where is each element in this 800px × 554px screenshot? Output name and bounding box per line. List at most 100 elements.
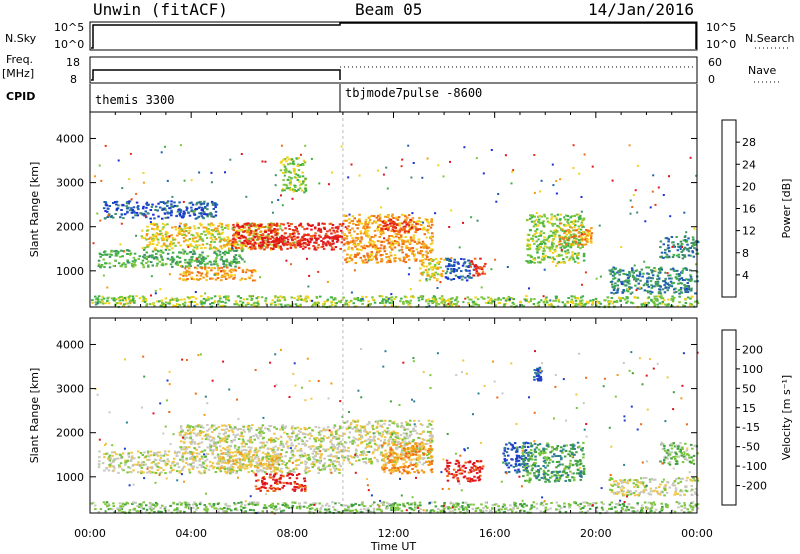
scatter-cell bbox=[317, 270, 320, 273]
echo-cell bbox=[163, 450, 167, 453]
echo-cell bbox=[542, 252, 545, 255]
echo-cell bbox=[557, 261, 560, 264]
echo-cell bbox=[184, 452, 187, 455]
echo-cell bbox=[219, 470, 223, 473]
echo-cell bbox=[224, 295, 227, 298]
echo-cell bbox=[297, 157, 301, 160]
echo-cell bbox=[218, 222, 222, 225]
echo-cell bbox=[200, 272, 204, 275]
echo-cell bbox=[171, 243, 174, 246]
echo-cell bbox=[616, 271, 619, 274]
echo-cell bbox=[274, 295, 277, 298]
echo-cell bbox=[557, 225, 560, 228]
echo-cell bbox=[132, 206, 136, 209]
echo-cell bbox=[133, 299, 136, 302]
echo-cell bbox=[260, 296, 264, 299]
echo-cell bbox=[217, 231, 220, 234]
echo-cell bbox=[159, 249, 163, 252]
echo-cell bbox=[141, 464, 144, 467]
echo-cell bbox=[431, 299, 435, 302]
echo-cell bbox=[133, 261, 136, 264]
echo-cell bbox=[119, 296, 122, 299]
echo-cell bbox=[141, 454, 144, 456]
echo-cell bbox=[108, 255, 112, 258]
echo-cell bbox=[352, 239, 355, 242]
echo-cell bbox=[181, 467, 185, 470]
echo-cell bbox=[376, 261, 380, 264]
echo-cell bbox=[176, 204, 179, 207]
echo-cell bbox=[91, 301, 94, 304]
echo-cell bbox=[392, 236, 395, 239]
echo-cell bbox=[211, 247, 214, 250]
echo-cell bbox=[328, 222, 332, 225]
echo-cell bbox=[250, 237, 254, 240]
scatter-cell bbox=[450, 257, 453, 259]
echo-cell bbox=[319, 229, 322, 232]
echo-cell bbox=[103, 453, 106, 456]
echo-cell bbox=[232, 433, 235, 436]
echo-cell bbox=[264, 230, 267, 233]
echo-cell bbox=[154, 209, 157, 211]
echo-cell bbox=[198, 256, 201, 259]
echo-cell bbox=[188, 258, 191, 261]
echo-cell bbox=[155, 244, 159, 246]
echo-cell bbox=[188, 297, 191, 300]
echo-cell bbox=[146, 458, 149, 461]
echo-cell bbox=[250, 299, 253, 301]
echo-cell bbox=[348, 301, 351, 304]
echo-cell bbox=[219, 245, 222, 248]
echo-cell bbox=[696, 252, 699, 255]
echo-cell bbox=[554, 233, 557, 236]
echo-cell bbox=[335, 436, 338, 439]
echo-cell bbox=[548, 247, 551, 250]
echo-cell bbox=[537, 244, 540, 247]
echo-cell bbox=[490, 302, 493, 305]
echo-cell bbox=[181, 455, 184, 458]
echo-cell bbox=[550, 304, 553, 307]
echo-cell bbox=[643, 304, 647, 307]
echo-cell bbox=[650, 286, 654, 289]
scatter-cell bbox=[121, 187, 124, 190]
echo-cell bbox=[107, 296, 110, 299]
echo-cell bbox=[533, 298, 536, 301]
echo-cell bbox=[581, 238, 584, 241]
echo-cell bbox=[296, 165, 299, 167]
scatter-cell bbox=[104, 144, 107, 147]
echo-cell bbox=[281, 241, 284, 244]
echo-cell bbox=[259, 433, 263, 436]
echo-cell bbox=[528, 217, 532, 220]
echo-cell bbox=[222, 270, 226, 273]
echo-cell bbox=[276, 244, 280, 247]
echo-cell bbox=[292, 432, 295, 435]
echo-cell bbox=[243, 230, 246, 233]
echo-cell bbox=[565, 256, 569, 259]
scatter-cell bbox=[179, 144, 182, 147]
echo-cell bbox=[193, 227, 197, 230]
echo-cell bbox=[682, 239, 686, 242]
echo-cell bbox=[553, 234, 556, 237]
echo-cell bbox=[577, 213, 580, 216]
echo-cell bbox=[264, 299, 267, 302]
echo-cell bbox=[366, 252, 369, 255]
echo-cell bbox=[368, 241, 371, 244]
echo-cell bbox=[167, 450, 171, 453]
echo-cell bbox=[535, 218, 538, 221]
echo-cell bbox=[230, 274, 233, 276]
echo-cell bbox=[124, 263, 127, 266]
echo-cell bbox=[232, 229, 235, 232]
echo-cell bbox=[282, 179, 285, 182]
echo-cell bbox=[151, 243, 155, 245]
echo-cell bbox=[453, 261, 456, 264]
echo-cell bbox=[424, 244, 428, 247]
echo-cell bbox=[232, 261, 236, 263]
echo-cell bbox=[381, 300, 384, 303]
echo-cell bbox=[214, 230, 217, 233]
echo-cell bbox=[180, 448, 183, 451]
echo-cell bbox=[138, 463, 141, 466]
echo-cell bbox=[327, 436, 331, 439]
echo-cell bbox=[185, 206, 188, 209]
echo-cell bbox=[205, 275, 209, 278]
echo-cell bbox=[304, 177, 307, 180]
echo-cell bbox=[678, 301, 681, 304]
echo-cell bbox=[460, 270, 463, 273]
